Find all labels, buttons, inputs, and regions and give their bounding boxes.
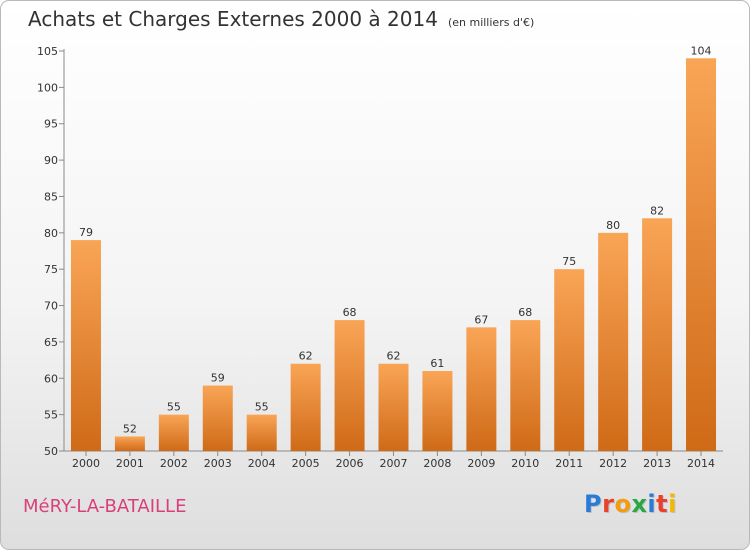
bar-value-label: 82 [650,204,664,217]
x-tick-label: 2013 [643,457,671,470]
x-tick-label: 2012 [599,457,627,470]
chart-subtitle: (en milliers d'€) [447,16,535,29]
bar-value-label: 104 [691,44,712,57]
y-tick-label: 60 [44,372,58,385]
bar [598,232,629,451]
brand-letter: x [631,490,648,518]
bar [642,218,673,451]
x-tick-label: 2003 [204,457,232,470]
bar-value-label: 55 [255,401,269,414]
chart-axes: 50 55 60 65 70 75 80 85 90 95 100 105 2000 2001 2002 20… [37,45,723,470]
bar [202,385,233,451]
bar-value-label: 80 [606,219,620,232]
bar [378,363,409,451]
bar-series [70,58,717,451]
y-tick-label: 90 [44,154,58,167]
y-tick-label: 95 [44,118,58,131]
y-tick-label: 50 [44,445,58,458]
bar [466,327,497,451]
bar [246,414,277,451]
brand-letter: P [584,490,603,518]
bar [686,58,717,451]
bar-value-label: 79 [79,226,93,239]
y-tick-label: 70 [44,300,58,313]
x-tick-label: 2002 [160,457,188,470]
chart-title: Achats et Charges Externes 2000 à 2014 (e… [28,7,534,31]
x-tick-label: 2014 [687,457,715,470]
x-tick-label: 2000 [72,457,100,470]
brand-letter: i [647,490,657,518]
x-tick-label: 2005 [292,457,320,470]
x-tick-label: 2011 [555,457,583,470]
bar-value-label: 55 [167,401,181,414]
brand-letter: t [656,490,669,518]
bar-value-label: 61 [430,357,444,370]
bar [158,414,189,451]
brand-letter: r [602,490,615,518]
y-tick-label: 75 [44,263,58,276]
chart-title-text: Achats et Charges Externes 2000 à 2014 [28,7,438,31]
bar [334,320,365,451]
x-tick-label: 2010 [511,457,539,470]
x-tick-label: 2006 [336,457,364,470]
bar [70,240,101,451]
x-tick-label: 2007 [380,457,408,470]
y-tick-label: 105 [37,45,58,58]
bar [510,320,541,451]
bar-value-label: 67 [474,313,488,326]
bar [422,371,453,451]
bar-value-label: 59 [211,372,225,385]
bar [290,363,321,451]
x-tick-label: 2004 [248,457,276,470]
y-tick-label: 85 [44,190,58,203]
bar-value-label: 68 [518,306,532,319]
bar-value-label: 68 [343,306,357,319]
x-tick-label: 2009 [467,457,495,470]
bar-value-label: 52 [123,422,137,435]
bar-value-label: 75 [562,255,576,268]
bar-value-label: 62 [299,350,313,363]
proxiti-logo: Proxiti [584,490,677,518]
y-tick-label: 100 [37,81,58,94]
data-labels: 79 52 55 59 55 62 68 62 61 67 68 75 80 82 104 [79,44,712,435]
y-tick-label: 80 [44,227,58,240]
y-tick-label: 55 [44,409,58,422]
y-tick-label: 65 [44,336,58,349]
brand-letter: i [668,490,677,518]
brand-letter: o [614,490,632,518]
commune-name: MéRY-LA-BATAILLE [23,496,187,517]
bar [114,436,145,451]
bar-value-label: 62 [387,350,401,363]
x-tick-label: 2001 [116,457,144,470]
x-tick-label: 2008 [423,457,451,470]
bar [554,269,585,451]
